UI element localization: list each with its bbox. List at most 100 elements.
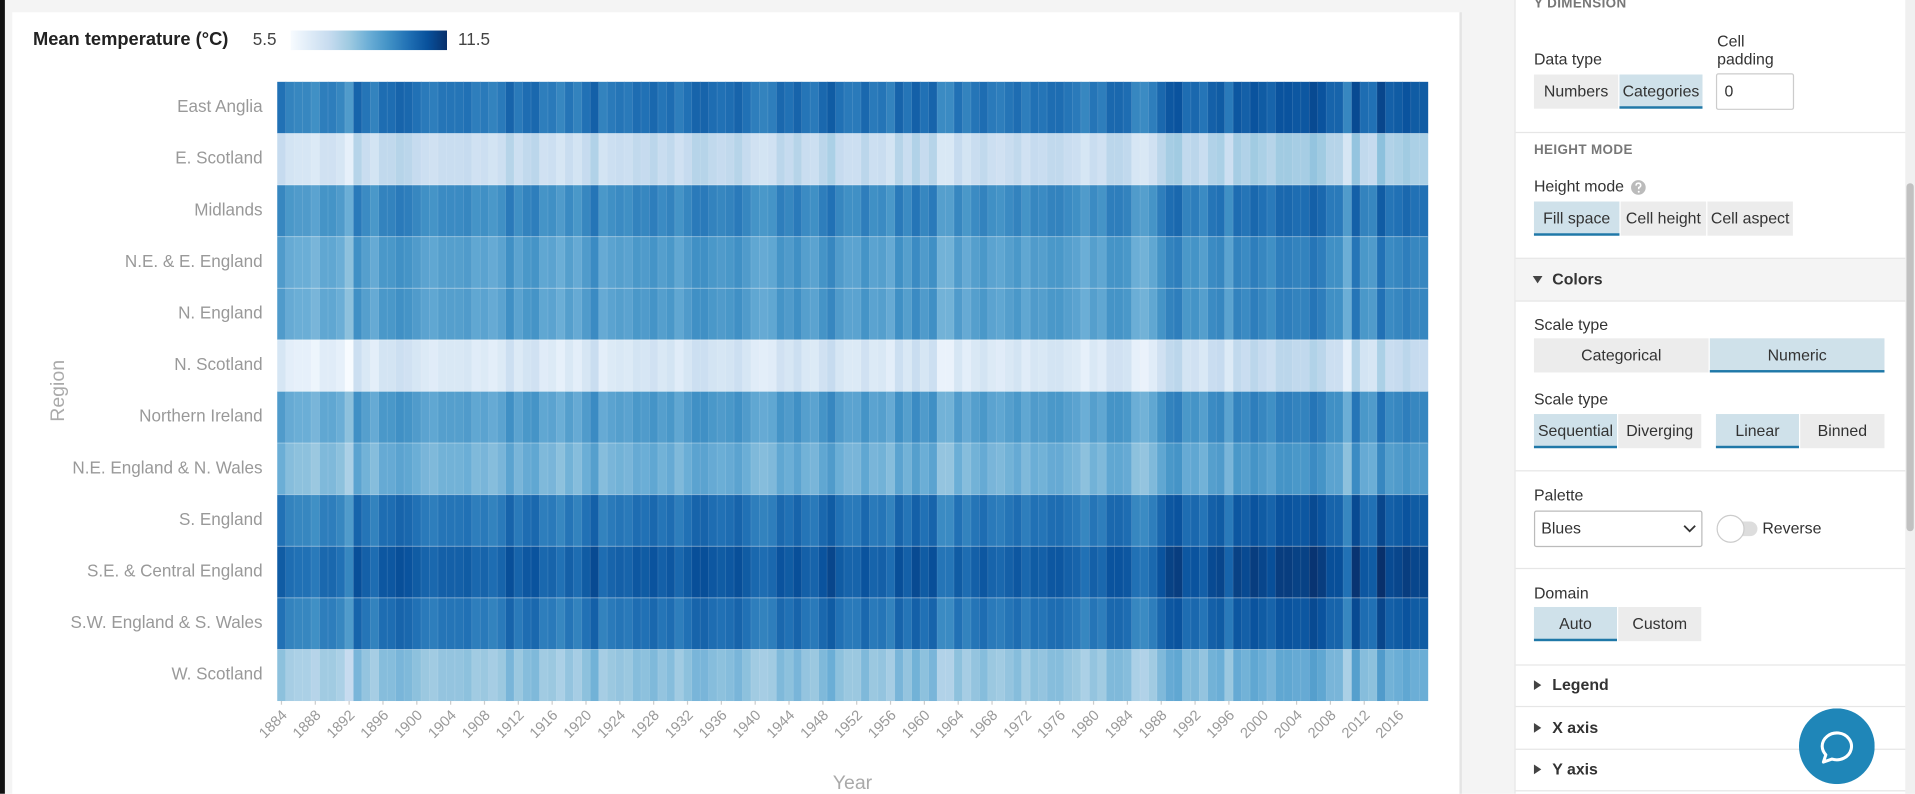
heatmap-cell: [454, 288, 464, 340]
heatmap-cell: [1131, 597, 1141, 650]
chat-button[interactable]: [1798, 708, 1875, 785]
heatmap-cell: [471, 391, 481, 444]
option-button[interactable]: Categories: [1619, 74, 1703, 109]
heatmap-cell: [480, 597, 490, 650]
heatmap-cell: [1393, 546, 1403, 598]
scrollbar[interactable]: [1905, 0, 1915, 794]
heatmap-cell: [361, 391, 371, 444]
x-tick-label: 2012: [1339, 707, 1373, 741]
section-header[interactable]: Legend: [1552, 675, 1609, 694]
heatmap-cell: [547, 443, 557, 495]
heatmap-cell: [471, 185, 481, 237]
option-button[interactable]: Diverging: [1618, 414, 1702, 449]
heatmap-cell: [674, 288, 684, 340]
option-button[interactable]: Numbers: [1533, 74, 1619, 109]
heatmap-cell: [1241, 339, 1251, 392]
heatmap-cell: [361, 597, 371, 650]
heatmap-cell: [937, 597, 947, 650]
heatmap-cell: [378, 288, 388, 340]
heatmap-cell: [1250, 133, 1260, 186]
heatmap-cell: [691, 494, 701, 547]
heatmap-cell: [1275, 546, 1285, 598]
heatmap-cell: [1300, 236, 1310, 289]
heatmap-cell: [759, 443, 769, 495]
heatmap-cell: [717, 391, 727, 444]
divider: [1515, 257, 1907, 259]
heatmap-cell: [480, 236, 490, 289]
section-header[interactable]: Y axis: [1552, 759, 1598, 778]
scroll-thumb[interactable]: [1906, 183, 1914, 532]
heatmap-cell: [302, 391, 312, 444]
option-button[interactable]: Auto: [1533, 606, 1618, 642]
heatmap-cell: [1182, 546, 1192, 598]
heatmap-cell: [657, 597, 667, 650]
heatmap-cell: [717, 133, 727, 186]
text-input[interactable]: 0: [1715, 73, 1795, 110]
option-button[interactable]: Binned: [1800, 414, 1885, 449]
heatmap-cell: [1013, 443, 1023, 495]
heatmap-cell: [886, 236, 896, 289]
heatmap-cell: [1334, 597, 1344, 650]
heatmap-cell: [945, 597, 955, 650]
heatmap-cell: [421, 133, 430, 186]
heatmap-cell: [734, 391, 743, 444]
heatmap-cell: [1419, 494, 1429, 547]
select-box[interactable]: Blues: [1533, 510, 1703, 548]
heatmap-cell: [649, 443, 659, 495]
heatmap-cell: [624, 339, 634, 392]
heatmap-cell: [1326, 236, 1336, 289]
heatmap-cell: [1224, 546, 1234, 598]
heatmap-cell: [996, 339, 1006, 392]
settings-panel: Y DIMENSION Data type Cell padding Numbe…: [1514, 0, 1907, 794]
option-button[interactable]: Categorical: [1533, 338, 1709, 373]
legend-max: 11.5: [458, 30, 490, 49]
y-tick-label: N. England: [178, 304, 263, 323]
heatmap-cell: [911, 133, 921, 186]
heatmap-cell: [827, 494, 837, 547]
heatmap-cell: [987, 185, 997, 237]
option-button[interactable]: Custom: [1618, 606, 1702, 642]
y-tick-label: E. Scotland: [175, 149, 262, 168]
section-header[interactable]: X axis: [1552, 718, 1599, 737]
heatmap-cell: [632, 597, 642, 650]
heatmap-cell: [674, 597, 684, 650]
option-button[interactable]: Cell aspect: [1707, 201, 1793, 236]
section-header[interactable]: Colors: [1515, 258, 1907, 301]
heatmap-cell: [683, 185, 693, 237]
heatmap-cell: [852, 81, 862, 134]
heatmap-cell: [1063, 339, 1073, 392]
heatmap-cell: [1097, 339, 1107, 392]
heatmap-cell: [767, 391, 777, 444]
heatmap-cell: [615, 81, 625, 134]
option-button[interactable]: Linear: [1715, 414, 1799, 449]
toggle[interactable]: [1716, 513, 1760, 545]
heatmap-cell: [598, 443, 608, 495]
heatmap-cell: [302, 339, 312, 392]
heatmap-cell: [1013, 236, 1023, 289]
heatmap-cell: [446, 443, 456, 495]
heatmap-cell: [700, 339, 710, 392]
heatmap-cell: [353, 81, 363, 134]
heatmap-cell: [1326, 133, 1336, 186]
heatmap-cell: [1250, 288, 1260, 340]
heatmap-cell: [378, 391, 388, 444]
heatmap-cell: [1199, 546, 1209, 598]
heatmap-cell: [488, 649, 498, 702]
field-label: Cell padding: [1717, 31, 1774, 69]
heatmap-cell: [860, 133, 870, 186]
heatmap-cell: [497, 81, 507, 134]
heatmap-cell: [607, 288, 617, 340]
option-button[interactable]: Sequential: [1533, 414, 1618, 449]
option-button[interactable]: Fill space: [1533, 201, 1620, 236]
heatmap-cell: [429, 288, 439, 340]
help-icon[interactable]: [1630, 180, 1646, 196]
heatmap-cell: [285, 597, 295, 650]
heatmap-cell: [294, 288, 304, 340]
option-button[interactable]: Numeric: [1709, 338, 1885, 373]
heatmap-cell: [1106, 649, 1116, 702]
heatmap-cell: [1326, 339, 1336, 392]
option-button[interactable]: Cell height: [1620, 201, 1707, 236]
heatmap-cell: [1266, 546, 1276, 598]
heatmap-cell: [277, 288, 287, 340]
heatmap-cell: [1114, 546, 1124, 598]
